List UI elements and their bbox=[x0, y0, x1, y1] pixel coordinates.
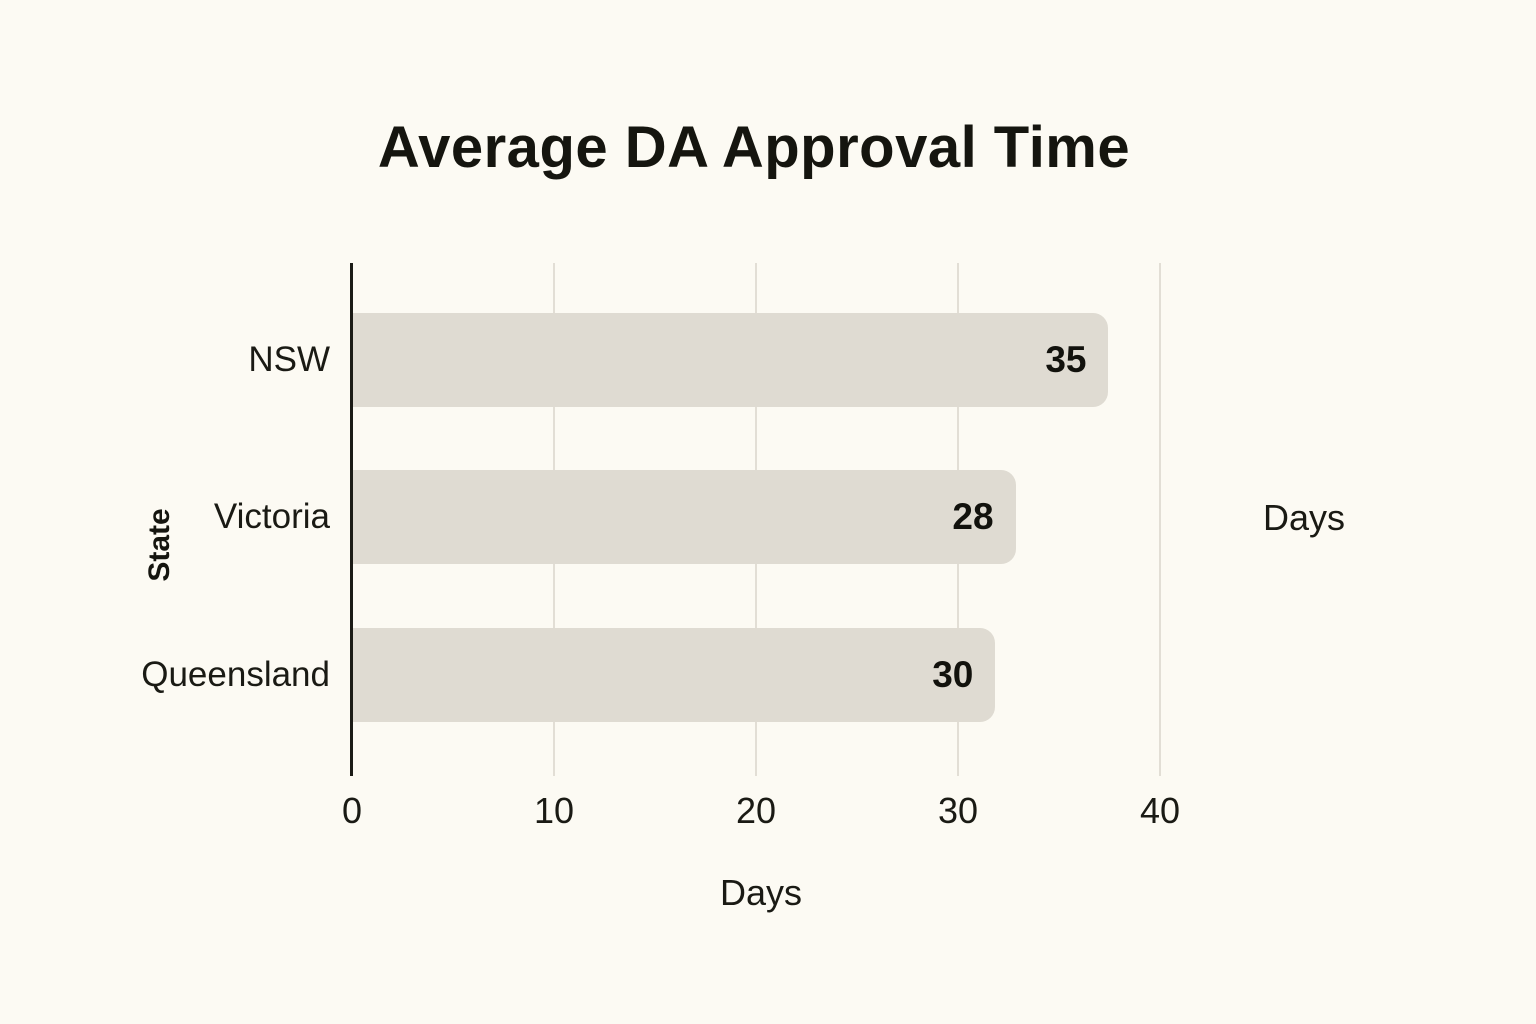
chart-title: Average DA Approval Time bbox=[377, 115, 1131, 180]
x-tick-30: 30 bbox=[937, 790, 979, 831]
right-axis-label: Days bbox=[1263, 497, 1346, 538]
y-axis-line bbox=[350, 263, 353, 776]
bar-queensland: 30 bbox=[353, 628, 996, 722]
value-label-victoria: 28 bbox=[952, 496, 994, 537]
category-label-nsw: NSW bbox=[248, 340, 330, 379]
plot-area: 35 28 30 bbox=[350, 263, 1161, 776]
x-tick-20: 20 bbox=[735, 790, 777, 831]
x-axis-title: Days bbox=[719, 872, 803, 913]
x-tick-10: 10 bbox=[533, 790, 575, 831]
category-label-queensland: Queensland bbox=[141, 655, 330, 694]
gridline-40 bbox=[1159, 263, 1161, 776]
bar-nsw: 35 bbox=[353, 313, 1109, 407]
bar-victoria: 28 bbox=[353, 470, 1016, 564]
category-label-victoria: Victoria bbox=[213, 497, 330, 536]
value-label-nsw: 35 bbox=[1045, 339, 1087, 380]
value-label-queensland: 30 bbox=[932, 654, 974, 695]
x-tick-40: 40 bbox=[1139, 790, 1181, 831]
x-tick-0: 0 bbox=[341, 790, 363, 831]
